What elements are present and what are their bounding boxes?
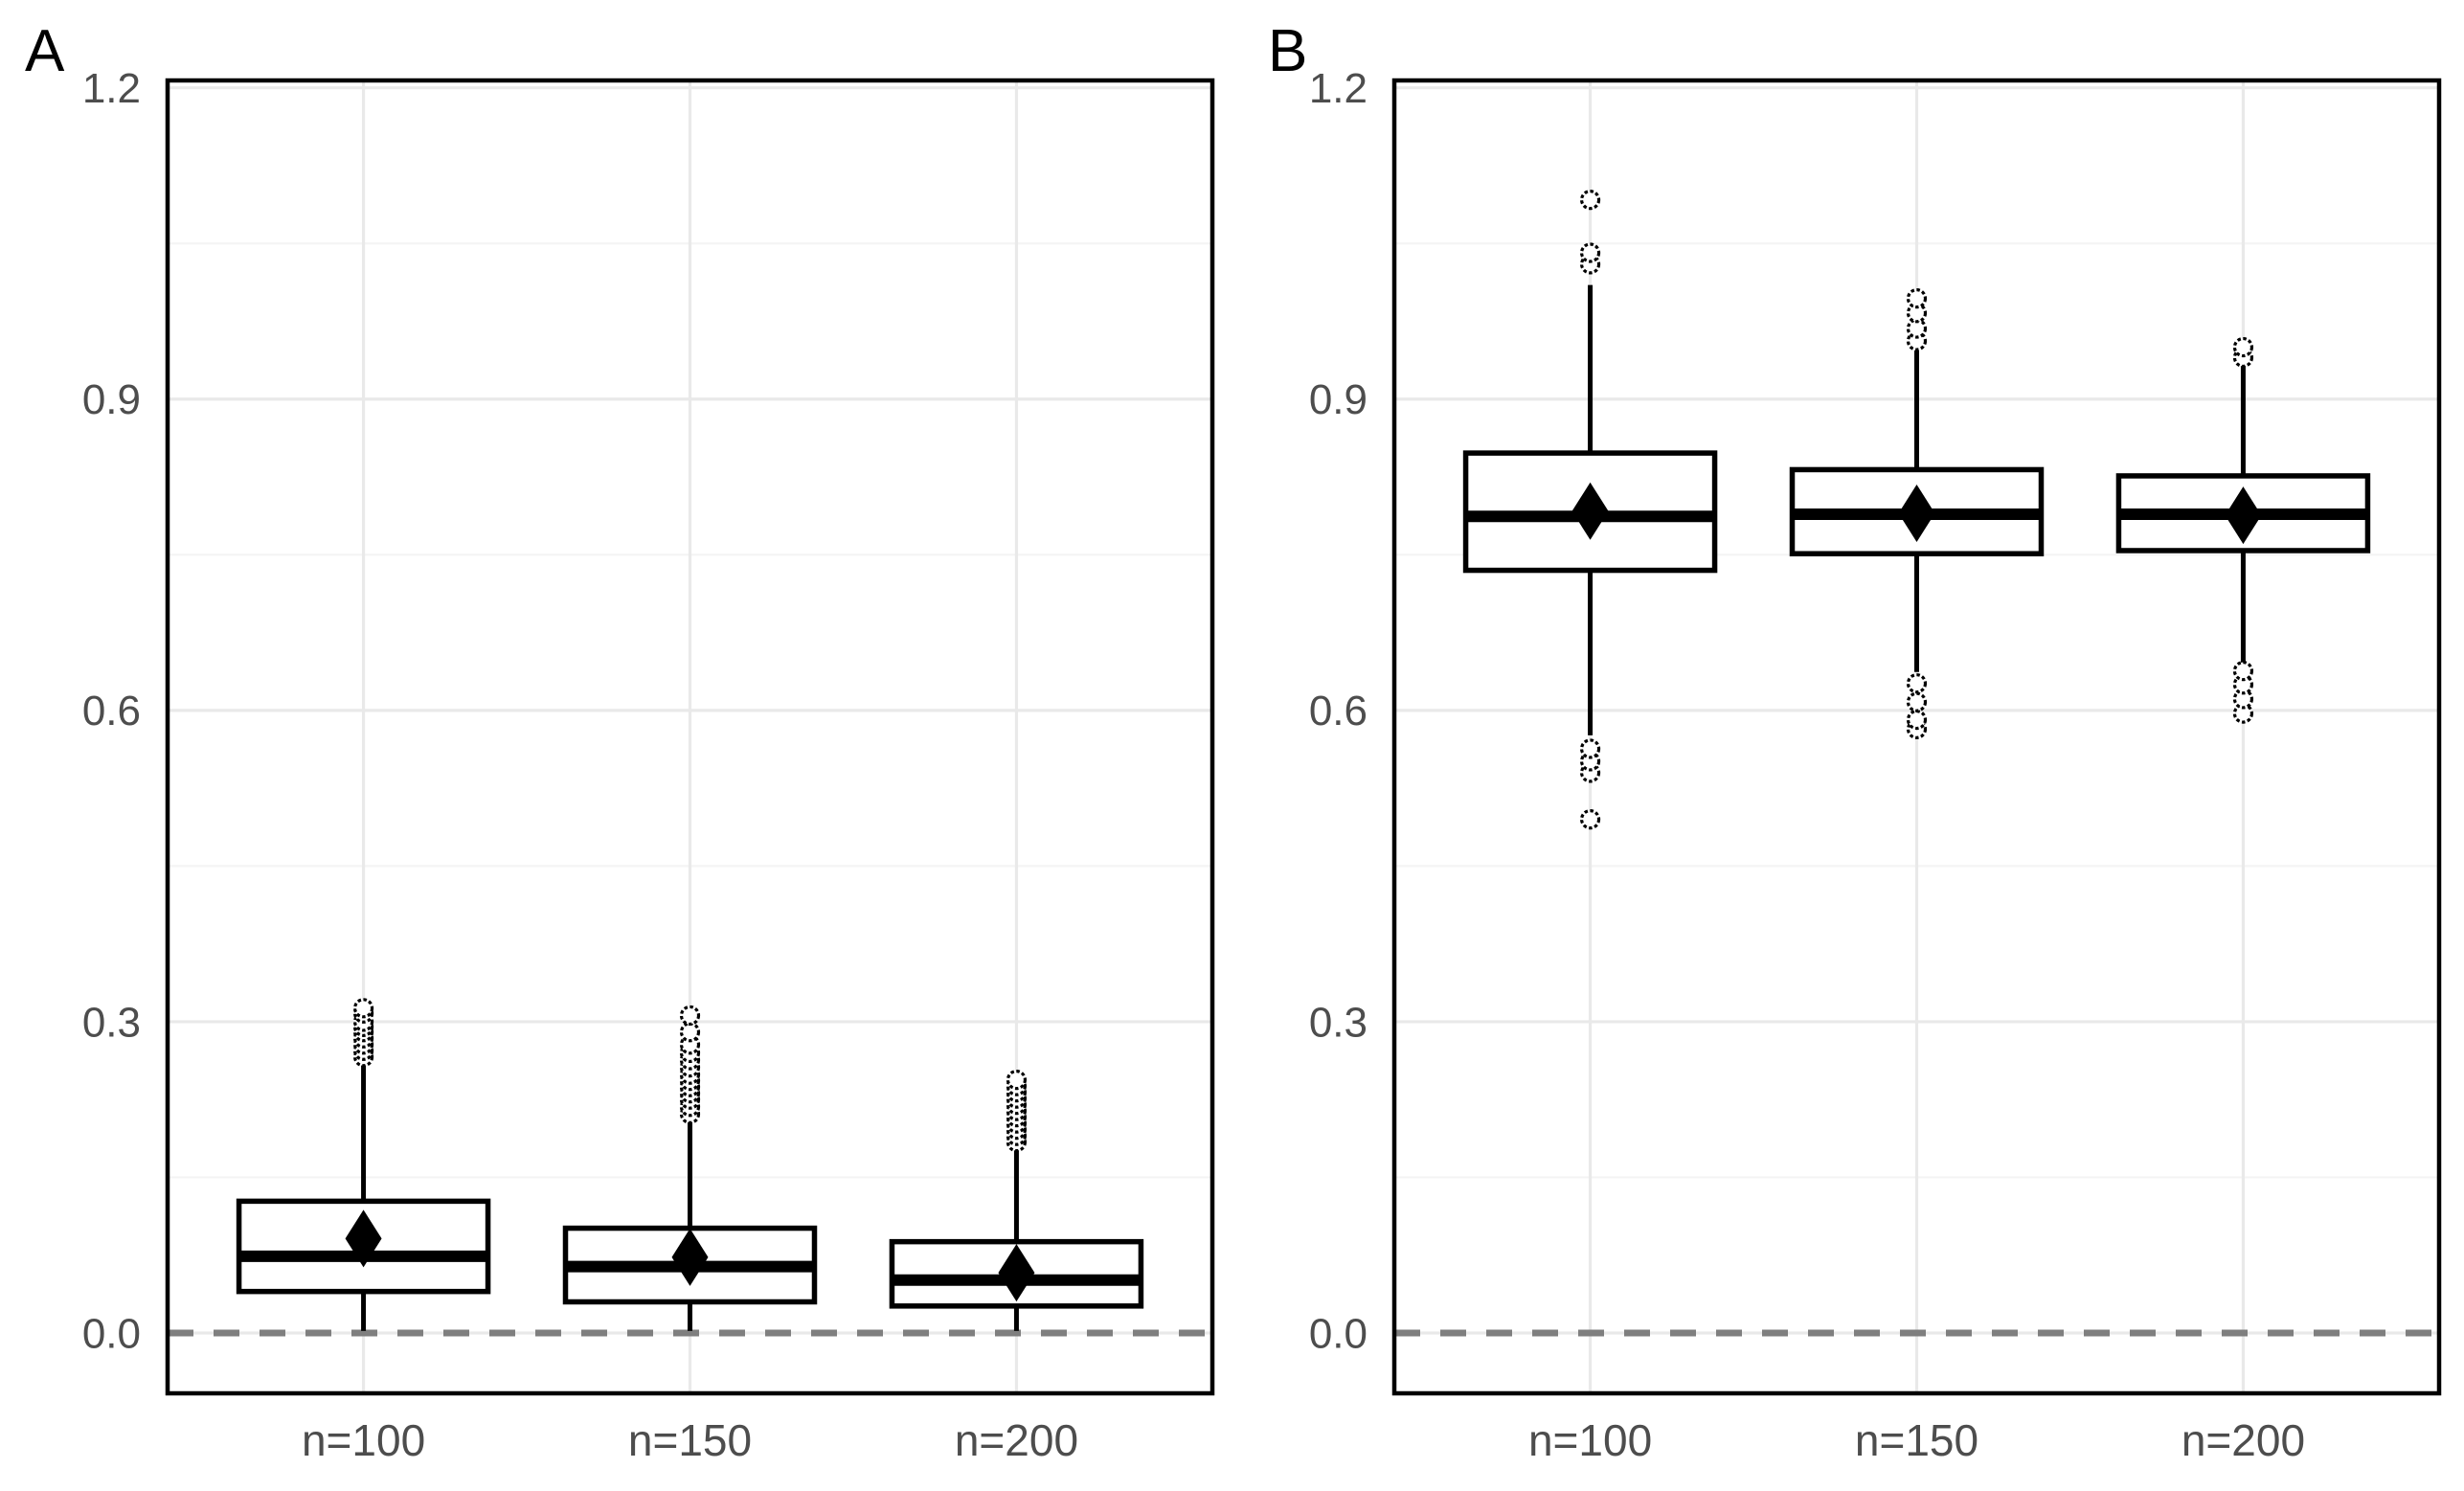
y-tick-label: 0.3 (1309, 999, 1368, 1046)
mean-diamond (671, 1228, 709, 1286)
y-tick-label: 1.2 (1309, 65, 1368, 112)
boxplot-n=150 (562, 1005, 818, 1331)
boxplot-n=200 (889, 1070, 1144, 1331)
x-tick-label: n=200 (955, 1415, 1078, 1465)
panel-a: 0.0 0.3 0.6 0.9 1.2 n=100 n=150 n=200 (82, 65, 1215, 1465)
outlier-point (352, 998, 374, 1019)
boxplot-n=200 (2115, 336, 2371, 724)
boxplot-n=150 (1789, 288, 2045, 739)
x-tick-label: n=100 (1528, 1415, 1652, 1465)
mean-diamond (2225, 486, 2262, 545)
outlier-point (1579, 190, 1601, 211)
outlier-point (1579, 809, 1601, 830)
outlier-point (1906, 288, 1928, 309)
x-tick-label: n=100 (302, 1415, 425, 1465)
outlier-point (1906, 673, 1928, 694)
mean-diamond (998, 1244, 1035, 1302)
outlier-point (1579, 738, 1601, 759)
panel-b-label: B (1268, 18, 1307, 84)
y-tick-label: 0.0 (1309, 1310, 1368, 1357)
outlier-point (1906, 691, 1928, 712)
y-tick-label: 0.9 (1309, 376, 1368, 423)
boxplot-n=100 (236, 998, 491, 1331)
y-tick-label: 0.9 (82, 376, 141, 423)
x-tick-label: n=200 (2181, 1415, 2305, 1465)
y-tick-label: 0.0 (82, 1310, 141, 1357)
panel-border (165, 78, 1215, 1396)
y-tick-label: 1.2 (82, 65, 141, 112)
boxplot-n=100 (1462, 190, 1718, 830)
mean-diamond (1898, 484, 1935, 542)
mean-diamond (345, 1209, 382, 1268)
mean-diamond (1571, 482, 1609, 540)
y-tick-label: 0.3 (82, 999, 141, 1046)
outlier-point (1906, 709, 1928, 731)
outlier-point (679, 1022, 701, 1043)
outlier-point (679, 1005, 701, 1027)
outlier-point (1006, 1070, 1028, 1091)
panel-b: 0.0 0.3 0.6 0.9 1.2 n=100 n=150 n=200 (1309, 65, 2442, 1465)
outlier-point (2232, 661, 2254, 682)
panel-a-label: A (25, 18, 65, 84)
outlier-point (1579, 242, 1601, 263)
outlier-point (2232, 336, 2254, 358)
x-tick-label: n=150 (628, 1415, 752, 1465)
panel-border (1391, 78, 2442, 1396)
y-tick-label: 0.6 (82, 688, 141, 734)
y-tick-label: 0.6 (1309, 688, 1368, 734)
x-tick-label: n=150 (1855, 1415, 1978, 1465)
